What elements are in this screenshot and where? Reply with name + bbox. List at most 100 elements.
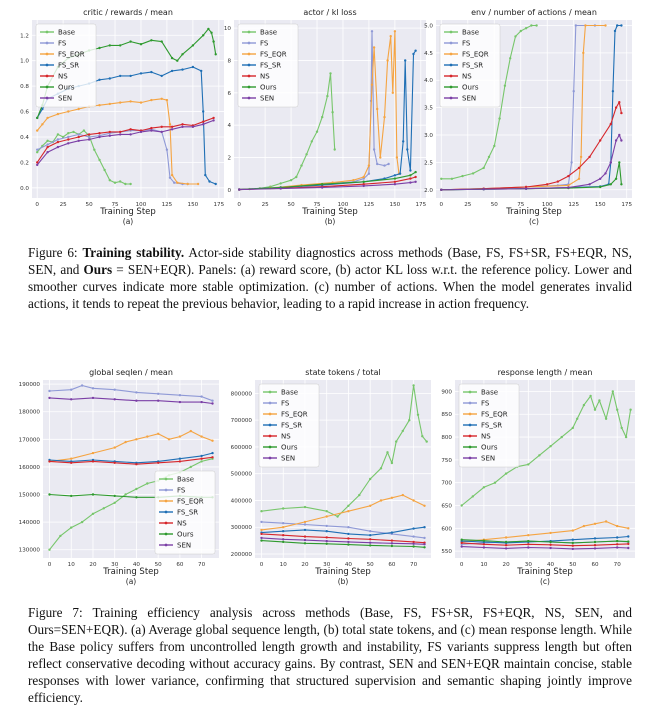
data-point-Base (321, 115, 324, 119)
data-point-FS_EQR (176, 181, 179, 184)
data-point-NS (77, 135, 80, 139)
data-point-Base (358, 493, 361, 497)
x-tick-label: 175 (415, 202, 426, 208)
y-tick-label: 140000 (19, 520, 41, 526)
data-point-Base (379, 467, 383, 470)
data-point-FS (383, 164, 386, 167)
legend: Base FS FS_EQR FS_SR NS Ours SEN (35, 23, 97, 108)
x-tick-label: 70 (410, 562, 418, 568)
legend-label-SEN: SEN (260, 95, 274, 103)
data-point-SEN (567, 186, 570, 189)
data-point-Ours (191, 44, 195, 47)
y-tick-label: 800000 (231, 391, 253, 397)
x-tick-label: 10 (68, 562, 76, 568)
data-point-NS (87, 133, 91, 136)
x-tick-label: 125 (568, 202, 579, 208)
legend-marker-FS (268, 401, 272, 405)
data-point-NS (325, 536, 328, 539)
legend-marker-Ours (247, 85, 251, 89)
data-point-NS (157, 461, 160, 464)
legend-label-NS: NS (177, 520, 187, 528)
legend-marker-FS_SR (164, 510, 168, 514)
legend: Base FS FS_EQR FS_SR NS Ours SEN (439, 23, 501, 108)
data-point-Ours (108, 44, 112, 47)
data-point-Ours (599, 185, 602, 189)
data-point-Base (471, 172, 475, 175)
y-tick-label: 0.8 (20, 84, 29, 90)
data-point-FS_SR (139, 72, 143, 75)
data-point-FS (135, 391, 138, 394)
legend-marker-NS (268, 434, 272, 438)
data-point-Ours (119, 44, 122, 47)
data-point-FS_EQR (157, 432, 160, 435)
x-tick-label: 40 (345, 562, 353, 568)
data-point-Base (326, 94, 329, 98)
data-point-FS_SR (616, 24, 619, 27)
legend-marker-FS_EQR (45, 52, 49, 56)
legend-label-SEN: SEN (281, 455, 295, 463)
data-point-Ours (393, 177, 397, 180)
data-point-FS_EQR (196, 182, 200, 186)
data-point-Base (331, 111, 334, 114)
data-point-FS_EQR (168, 123, 172, 126)
data-point-FS_SR (129, 74, 132, 78)
legend-label-FS_SR: FS_SR (58, 62, 79, 70)
data-point-Base (260, 510, 263, 513)
data-point-FS_SR (613, 29, 617, 33)
data-point-Base (146, 482, 149, 485)
data-point-SEN (87, 138, 91, 141)
data-point-FS_EQR (77, 107, 80, 111)
data-point-Ours (369, 544, 372, 547)
data-point-Ours (414, 170, 417, 174)
legend-label-FS_SR: FS_SR (177, 509, 198, 517)
data-point-Base (471, 495, 474, 498)
x-tick-label: 40 (133, 562, 141, 568)
data-point-FS_EQR (527, 534, 530, 537)
x-axis-label: Training Step (314, 567, 371, 577)
data-point-FS_SR (282, 530, 285, 533)
data-point-FS_EQR (391, 91, 394, 95)
data-point-FS_SR (398, 172, 402, 175)
data-point-Ours (614, 177, 618, 180)
data-point-Ours (460, 538, 463, 541)
data-point-FS_EQR (372, 46, 376, 49)
data-point-SEN (325, 539, 328, 543)
data-point-Ours (593, 540, 597, 544)
data-point-Base (200, 460, 203, 463)
data-point-SEN (393, 183, 397, 186)
data-point-FS (77, 133, 80, 136)
data-point-Base (598, 399, 601, 402)
data-point-Base (401, 429, 404, 433)
data-point-SEN (282, 538, 285, 541)
legend-marker-NS (247, 74, 251, 78)
data-point-FS (574, 24, 577, 27)
data-point-Base (59, 534, 62, 538)
data-point-FS_EQR (582, 524, 586, 528)
data-point-FS_SR (393, 174, 397, 177)
data-point-FS (178, 394, 182, 397)
data-point-FS_EQR (150, 98, 153, 102)
data-point-Base (624, 435, 628, 439)
figure-6-charts: 0 25 50 75 100 125 150 1750.00.20.40.60.81.01.2… (20, 8, 632, 226)
data-point-FS_EQR (567, 184, 570, 187)
legend-label-Ours: Ours (281, 444, 298, 452)
series-line-Base (239, 72, 336, 191)
chart-title: critic / rewards / mean (83, 8, 173, 17)
y-tick-label: 200000 (231, 552, 253, 558)
x-tick-label: 20 (503, 562, 511, 568)
x-tick-label: 0 (440, 202, 444, 208)
chart-f6c: 0 25 50 75 100 125 150 175 2.0 2.5 3.0 3.5 4.0 4.5 5.0… (424, 8, 632, 226)
legend-marker-Ours (45, 85, 49, 89)
data-point-NS (347, 537, 350, 540)
legend-label-Ours: Ours (260, 84, 277, 92)
data-point-NS (212, 116, 215, 120)
data-point-FS_EQR (170, 173, 174, 177)
data-point-FS (67, 135, 70, 139)
data-point-FS (367, 172, 371, 175)
data-point-FS (173, 181, 176, 184)
data-point-Ours (609, 183, 612, 186)
legend-marker-Ours (268, 445, 272, 449)
data-point-FS_EQR (504, 536, 508, 539)
data-point-SEN (260, 536, 263, 540)
data-point-Ours (362, 180, 365, 183)
